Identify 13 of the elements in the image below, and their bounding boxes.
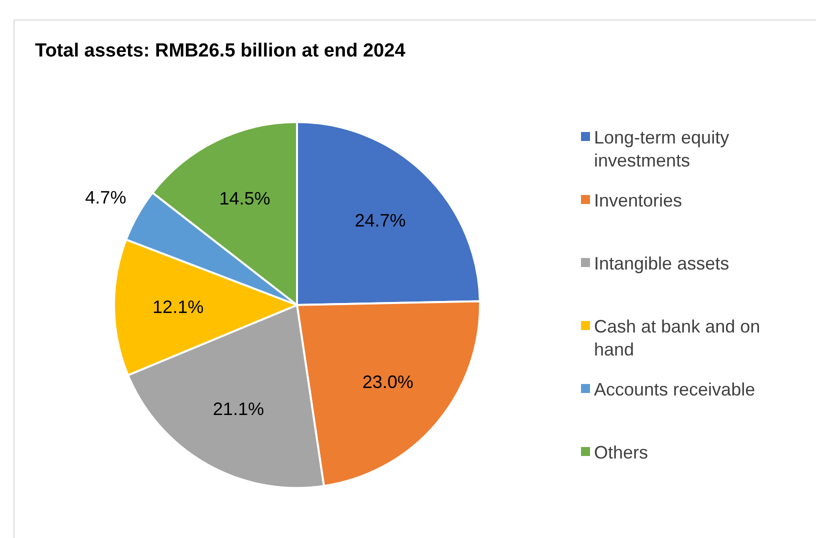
legend-label: Others xyxy=(594,442,648,462)
data-label: 21.1% xyxy=(212,398,264,419)
data-label: 23.0% xyxy=(362,372,414,392)
legend-label: Long-term equity investments xyxy=(594,127,730,170)
legend-label: Intangible assets xyxy=(594,253,730,274)
legend-label: Inventories xyxy=(594,190,682,210)
chart-title: Total assets: RMB26.5 billion at end 2024 xyxy=(35,40,406,62)
data-label: 12.1% xyxy=(152,296,204,317)
legend-label: Cash at bank and on hand xyxy=(594,316,760,360)
data-label: 14.5% xyxy=(219,188,270,208)
data-label: 24.7% xyxy=(354,210,406,230)
legend-label: Accounts receivable xyxy=(594,379,756,400)
data-label: 4.7% xyxy=(85,187,126,208)
